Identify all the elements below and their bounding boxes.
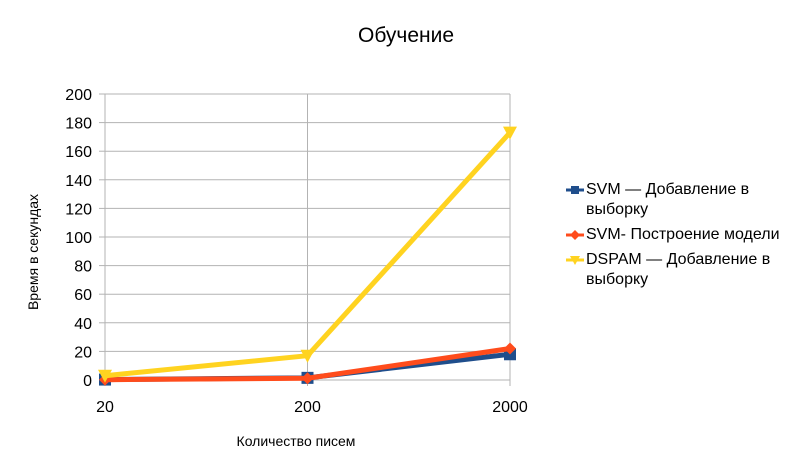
gridlines [104,93,511,381]
x-axis-label: Количество писем [237,433,356,449]
data-point-1-2 [504,342,516,355]
y-tick-label: 40 [74,316,92,333]
legend: SVM — Добавление в выборку SVM- Построен… [566,180,806,295]
legend-item-dspam-add: DSPAM — Добавление в выборку [566,250,806,290]
legend-swatch-dspam-add [566,256,584,265]
legend-label: SVM- Построение модели [586,226,780,243]
x-tick-label: 20 [96,399,114,416]
x-tick-label: 2000 [492,399,528,416]
data-point-2-1 [300,349,315,363]
y-tick-label: 0 [83,373,92,390]
y-tick-label: 160 [65,144,92,161]
legend-swatch-svm-build [566,230,584,240]
x-axis-ticks: 20 200 2000 [96,380,528,416]
data-point-2-2 [503,126,517,140]
y-tick-label: 100 [65,230,92,247]
legend-label: SVM — Добавление в выборку [586,181,750,218]
y-tick-label: 200 [65,87,92,104]
data-point-1-1 [301,372,314,385]
legend-label: DSPAM — Добавление в выборку [586,251,771,288]
chart-title: Обучение [358,24,454,47]
y-axis-ticks: 0 20 40 60 80 100 120 140 160 180 200 [65,87,105,390]
legend-swatch-svm-add [566,186,584,194]
y-tick-label: 120 [65,201,92,218]
x-tick-label: 200 [294,399,321,416]
y-tick-label: 20 [74,344,92,361]
y-tick-label: 140 [65,173,92,190]
y-tick-label: 80 [74,259,92,276]
legend-item-svm-add: SVM — Добавление в выборку [566,180,806,220]
y-tick-label: 180 [65,116,92,133]
y-tick-label: 60 [74,287,92,304]
data-point-2-0 [98,369,112,383]
series-lines [98,126,517,386]
legend-item-svm-build: SVM- Построение модели [566,225,806,245]
y-axis-label: Время в секундах [25,194,41,310]
